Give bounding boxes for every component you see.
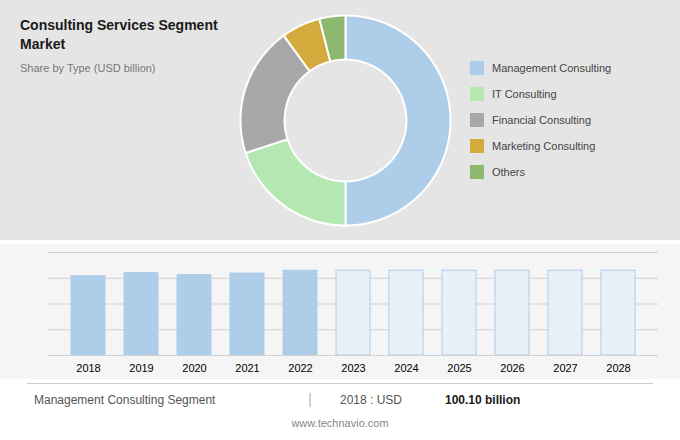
html-text:Management Consulting: Management Consulting <box>492 62 612 74</box>
svg-text:2018: 2018 <box>76 362 100 374</box>
html-text:Financial Consulting: Financial Consulting <box>492 114 592 126</box>
html-text:IT Consulting: IT Consulting <box>492 88 557 100</box>
html-text:Management Consulting Segment: Management Consulting Segment <box>34 393 216 407</box>
html-text:www.technavio.com: www.technavio.com <box>291 417 389 429</box>
svg-text:2027: 2027 <box>553 362 577 374</box>
html-text:100.10 billion: 100.10 billion <box>445 393 521 407</box>
html-text:Others: Others <box>492 166 525 178</box>
svg-text:2028: 2028 <box>606 362 630 374</box>
svg-text:2025: 2025 <box>447 362 471 374</box>
html-text:2018 : USD: 2018 : USD <box>340 393 406 407</box>
html-text:Consulting Services Segment Ma: Consulting Services Segment Market <box>20 17 218 52</box>
html-text:Marketing Consulting: Marketing Consulting <box>492 140 596 152</box>
svg-text:2020: 2020 <box>182 362 206 374</box>
svg-text:2021: 2021 <box>235 362 259 374</box>
svg-text:2023: 2023 <box>341 362 365 374</box>
svg-text:2026: 2026 <box>500 362 524 374</box>
svg-text:2024: 2024 <box>394 362 418 374</box>
svg-text:2019: 2019 <box>129 362 153 374</box>
html-text:Share by Type (USD billion): Share by Type (USD billion) <box>20 61 156 74</box>
svg-text:2022: 2022 <box>288 362 312 374</box>
